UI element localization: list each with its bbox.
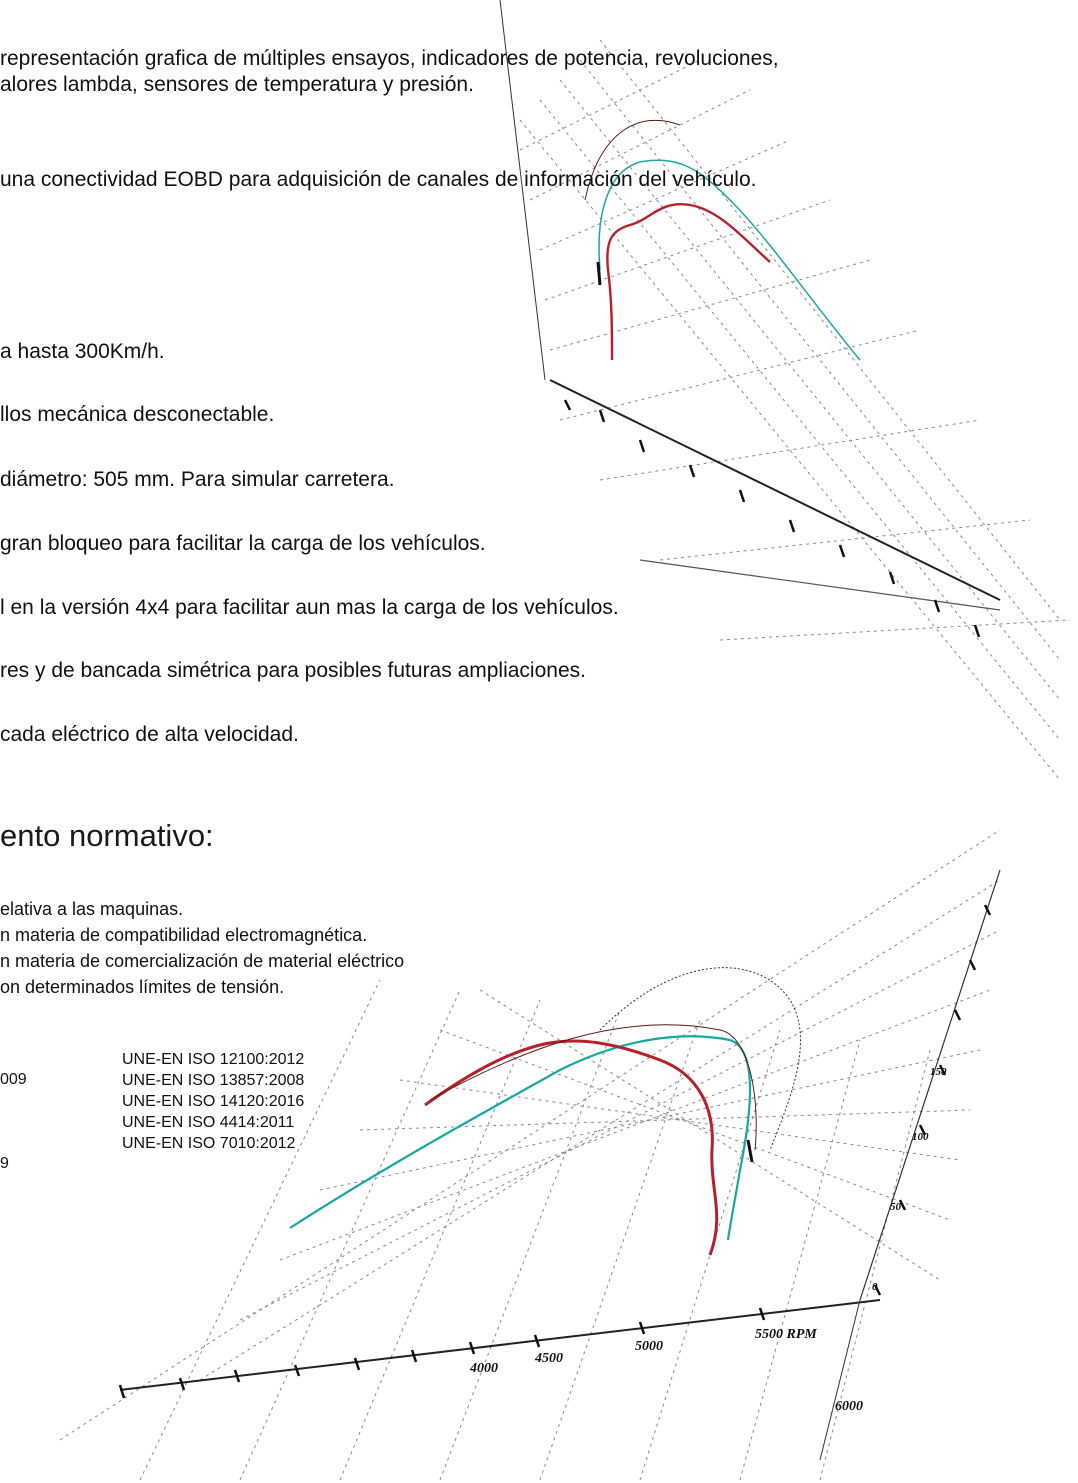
- x-tick-label: 6000: [835, 1399, 863, 1414]
- y-tick-label: 150: [930, 1066, 947, 1078]
- directive-2: n materia de compatibilidad electromagné…: [0, 925, 368, 945]
- feature-4: gran bloqueo para facilitar la carga de …: [0, 532, 486, 555]
- x-tick-label: 5000: [635, 1339, 663, 1354]
- left-standard-fragment-2: 009: [0, 1071, 27, 1088]
- x-tick-label: 4500: [534, 1351, 563, 1366]
- standard-3: UNE-EN ISO 14120:2016: [122, 1093, 305, 1110]
- lower-reference-curve: [429, 1024, 757, 1151]
- y-tick-label: 50: [890, 1201, 902, 1213]
- lower-chart-axis: [119, 1299, 881, 1391]
- directive-3: n materia de comercialización de materia…: [0, 951, 405, 971]
- lower-power-curve: [289, 1035, 752, 1241]
- feature-2: llos mecánica desconectable.: [0, 403, 275, 426]
- feature-3: diámetro: 505 mm. Para simular carretera…: [0, 468, 395, 491]
- upper-chart-axis: [549, 379, 1001, 601]
- paragraph-line-2: alores lambda, sensores de temperatura y…: [0, 73, 474, 96]
- feature-7: cada eléctrico de alta velocidad.: [0, 723, 299, 746]
- standard-5: UNE-EN ISO 7010:2012: [122, 1135, 296, 1152]
- paragraph-line-1: representación grafica de múltiples ensa…: [0, 47, 779, 70]
- standard-1: UNE-EN ISO 12100:2012: [122, 1051, 305, 1068]
- y-tick-label: 0: [872, 1281, 878, 1293]
- feature-5: l en la versión 4x4 para facilitar aun m…: [0, 596, 619, 619]
- lower-torque-curve: [424, 1039, 719, 1256]
- feature-1: a hasta 300Km/h.: [0, 340, 165, 363]
- upper-chart: [499, 0, 1071, 781]
- upper-power-curve: [598, 159, 861, 361]
- left-standard-fragment-5: 9: [0, 1155, 9, 1172]
- feature-6: res y de bancada simétrica para posibles…: [0, 659, 586, 682]
- standard-4: UNE-EN ISO 4414:2011: [122, 1114, 295, 1131]
- y-tick-label: 100: [912, 1131, 929, 1143]
- directive-4: on determinados límites de tensión.: [0, 977, 285, 997]
- normative-heading: ento normativo:: [0, 818, 214, 853]
- upper-torque-curve: [606, 203, 771, 361]
- standard-2: UNE-EN ISO 13857:2008: [122, 1072, 305, 1089]
- x-tick-label: 5500 RPM: [755, 1327, 817, 1342]
- paragraph-line-3: una conectividad EOBD para adquisición d…: [0, 168, 757, 191]
- directive-1: elativa a las maquinas.: [0, 899, 184, 919]
- x-tick-label: 4000: [469, 1361, 498, 1376]
- lower-chart: [59, 829, 1001, 1481]
